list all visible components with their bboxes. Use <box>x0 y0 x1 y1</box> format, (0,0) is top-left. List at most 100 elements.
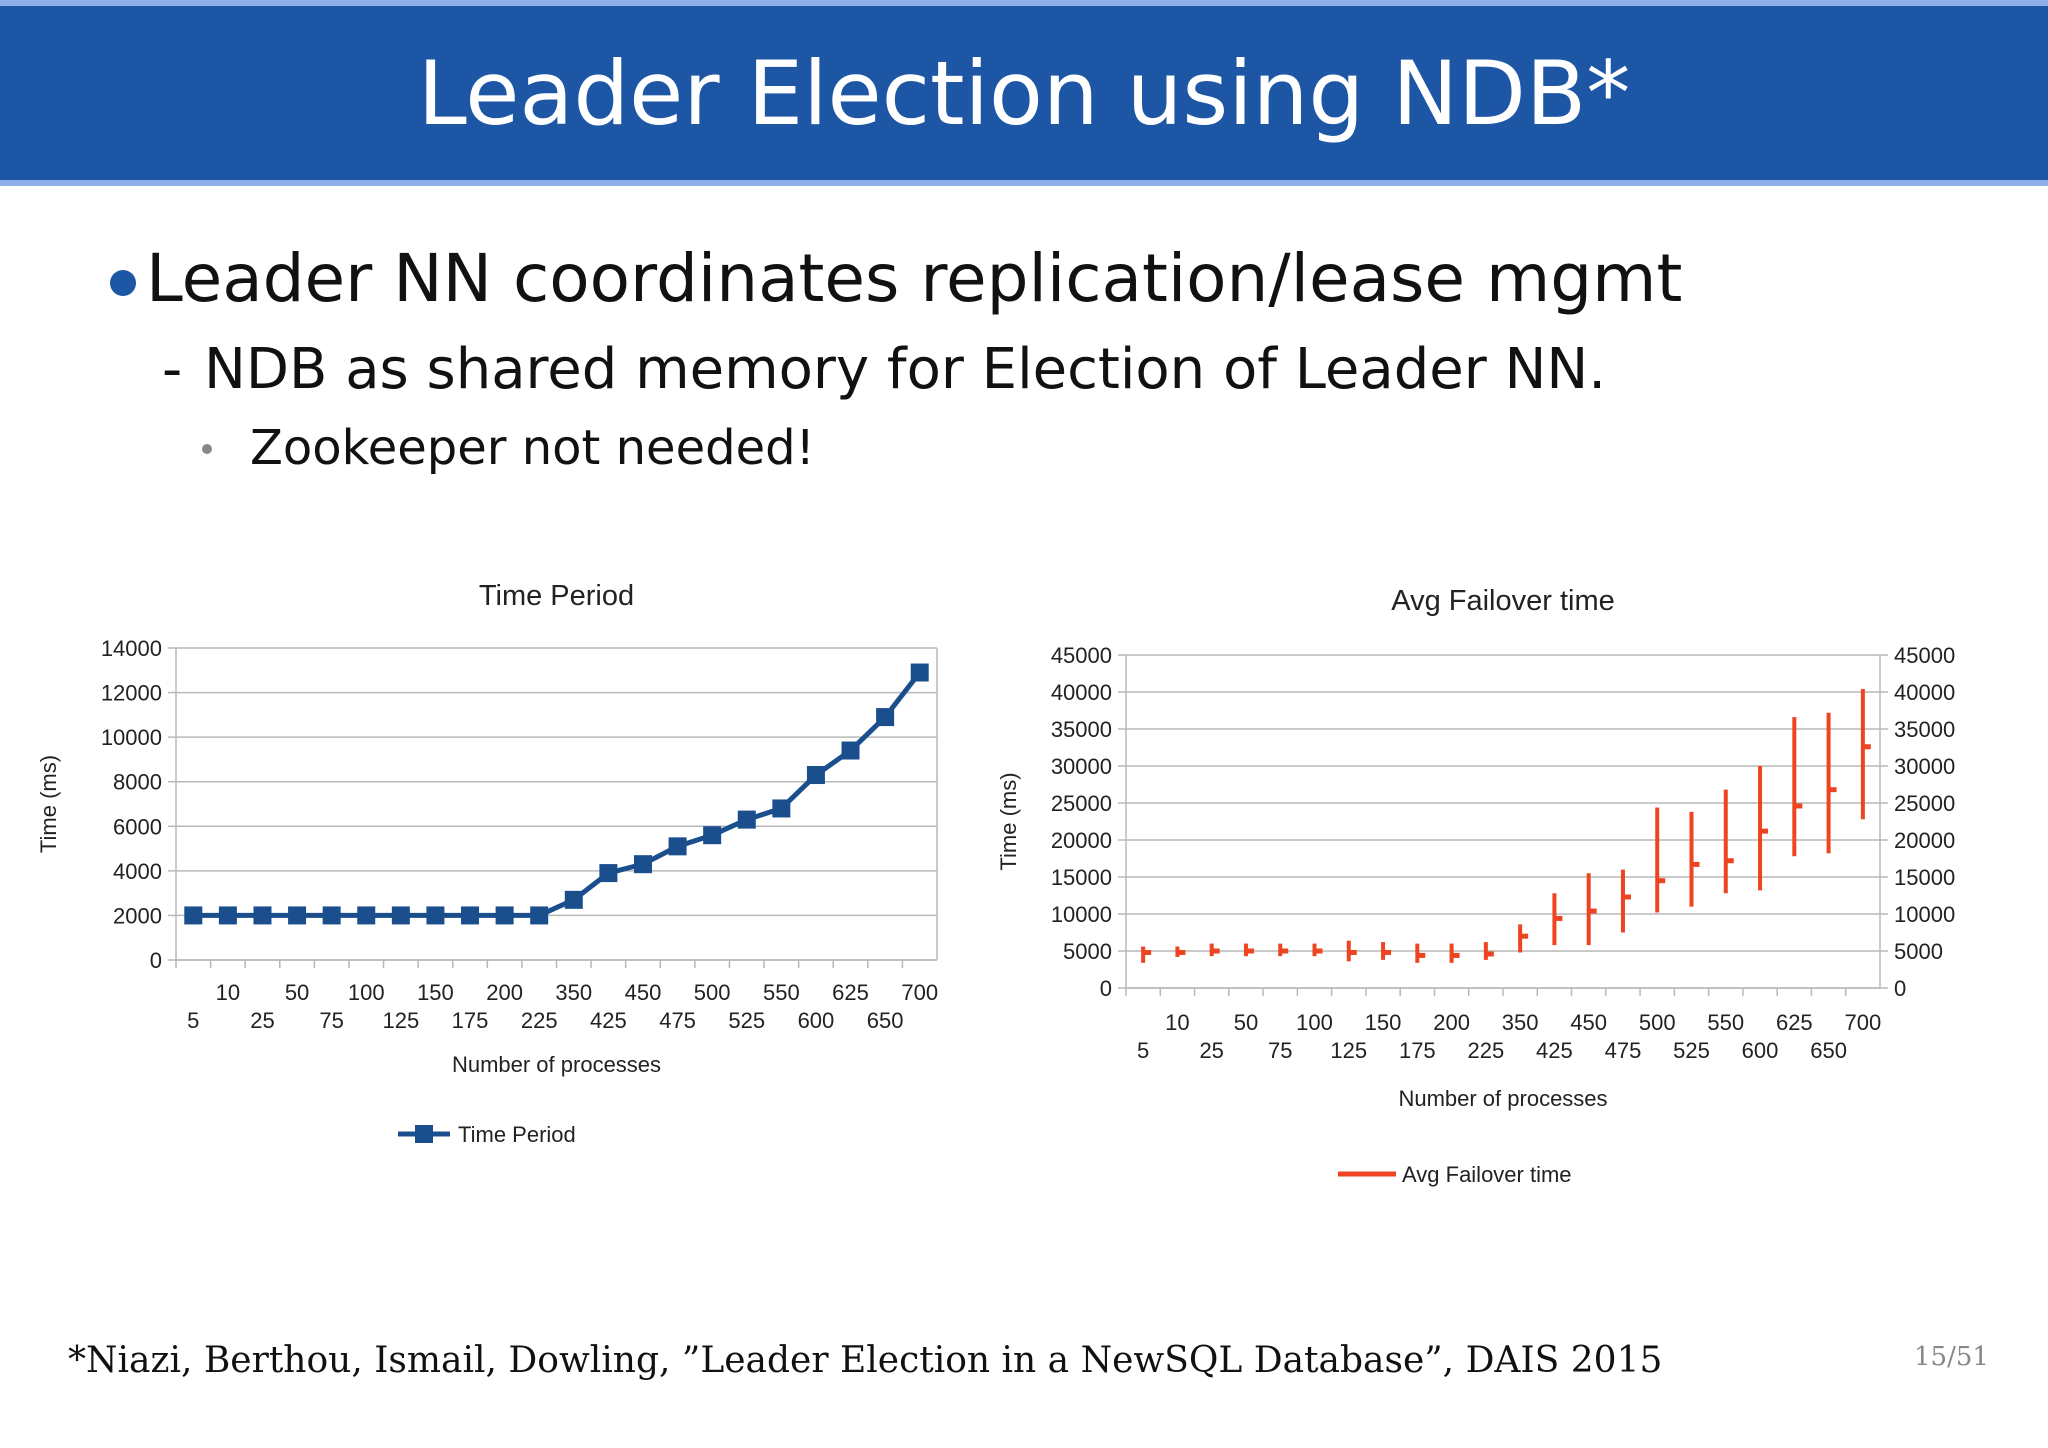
chart-0-xtick-label: 100 <box>348 980 385 1005</box>
chart-1-xtick-label: 225 <box>1468 1038 1505 1063</box>
header-bottom-stripe <box>0 180 2048 186</box>
chart-1-xtick-label: 25 <box>1199 1038 1223 1063</box>
chart-0-point-marker <box>737 810 756 829</box>
header-top-stripe <box>0 0 2048 6</box>
chart-0-point-marker <box>564 890 583 909</box>
chart-0-point-marker <box>668 837 687 856</box>
chart-0-xtick-label: 10 <box>216 980 240 1005</box>
chart-1-ytick-label: 5000 <box>1063 939 1112 964</box>
chart-0-xtick-label: 425 <box>590 1008 627 1033</box>
chart-1-xtick-label: 175 <box>1399 1038 1436 1063</box>
bullet-level-3: Zookeeper not needed! <box>250 420 815 476</box>
chart-1-xtick-label: 150 <box>1365 1010 1402 1035</box>
chart-1-ytick-label-right: 10000 <box>1894 902 1955 927</box>
chart-1-ytick-label-right: 20000 <box>1894 828 1955 853</box>
chart-1-ytick-label-right: 5000 <box>1894 939 1943 964</box>
chart-1-ytick-label: 35000 <box>1051 717 1112 742</box>
chart-0-ytick-label: 2000 <box>113 903 162 928</box>
chart-0-point-marker <box>772 799 791 818</box>
bullet-dot-icon <box>110 270 136 296</box>
chart-0-ytick-label: 8000 <box>113 770 162 795</box>
chart-1-ytick-label-right: 15000 <box>1894 865 1955 890</box>
bullet-dash: - <box>162 337 183 402</box>
chart-0-ytick-label: 4000 <box>113 859 162 884</box>
chart-1-ytick-label: 25000 <box>1051 791 1112 816</box>
title-bar <box>0 6 2048 180</box>
chart-0-point-marker <box>253 906 272 925</box>
chart-0-title: Time Period <box>479 580 634 612</box>
chart-1-xtick-label: 600 <box>1742 1038 1779 1063</box>
bullet-level-2: NDB as shared memory for Election of Lea… <box>204 337 1607 402</box>
chart-0-point-marker <box>184 906 203 925</box>
chart-1-xtick-label: 75 <box>1268 1038 1292 1063</box>
chart-1-legend-label: Avg Failover time <box>1402 1162 1572 1187</box>
chart-1-xtick-label: 100 <box>1296 1010 1333 1035</box>
chart-0-xtick-label: 5 <box>187 1008 199 1033</box>
chart-1-xtick-label: 5 <box>1137 1038 1149 1063</box>
chart-1-ytick-label: 40000 <box>1051 680 1112 705</box>
chart-1-xtick-label: 475 <box>1605 1038 1642 1063</box>
chart-1-xtick-label: 200 <box>1433 1010 1470 1035</box>
chart-0-point-marker <box>357 906 376 925</box>
chart-0-point-marker <box>841 741 860 760</box>
chart-0-point-marker <box>910 663 929 682</box>
chart-1-xtick-label: 550 <box>1707 1010 1744 1035</box>
chart-0-point-marker <box>322 906 341 925</box>
bullet-level-1: Leader NN coordinates replication/lease … <box>146 240 1683 317</box>
chart-0-point-marker <box>876 708 895 727</box>
chart-1-ytick-label: 10000 <box>1051 902 1112 927</box>
chart-0-series-line <box>193 670 922 918</box>
chart-0-point-marker <box>495 906 514 925</box>
chart-0-xtick-label: 200 <box>486 980 523 1005</box>
chart-0-xtick-label: 650 <box>867 1008 904 1033</box>
chart-0-xtick-label: 175 <box>452 1008 489 1033</box>
chart-0-xtick-label: 350 <box>555 980 592 1005</box>
chart-1-xtick-label: 425 <box>1536 1038 1573 1063</box>
chart-1-xtick-label: 500 <box>1639 1010 1676 1035</box>
chart-0-point-marker <box>218 906 237 925</box>
chart-0-xtick-label: 625 <box>832 980 869 1005</box>
chart-0-xtick-label: 475 <box>659 1008 696 1033</box>
chart-0-point-marker <box>806 766 825 785</box>
chart-1-xlabel: Number of processes <box>1398 1086 1607 1111</box>
chart-0-legend-label: Time Period <box>458 1122 576 1147</box>
chart-1-xtick-label: 350 <box>1502 1010 1539 1035</box>
chart-1-ytick-label: 45000 <box>1051 643 1112 668</box>
chart-1-ytick-label-right: 30000 <box>1894 754 1955 779</box>
chart-0-point-marker <box>391 906 410 925</box>
chart-1-xtick-label: 650 <box>1810 1038 1847 1063</box>
chart-0-legend-marker <box>415 1125 433 1143</box>
chart-1-ylabel: Time (ms) <box>996 772 1021 870</box>
chart-0-point-marker <box>461 906 480 925</box>
chart-0-ytick-label: 10000 <box>101 725 162 750</box>
chart-1-xtick-label: 125 <box>1330 1038 1367 1063</box>
footnote-citation: *Niazi, Berthou, Ismail, Dowling, ”Leade… <box>68 1340 1663 1381</box>
bullet-small-dot-icon <box>202 444 212 454</box>
chart-0-point-marker <box>530 906 549 925</box>
chart-0-point-marker <box>288 906 307 925</box>
chart-0-ytick-label: 14000 <box>101 636 162 661</box>
chart-1-ytick-label: 0 <box>1100 976 1112 1001</box>
chart-0-xtick-label: 600 <box>798 1008 835 1033</box>
chart-0-ytick-label: 0 <box>150 948 162 973</box>
chart-1-title: Avg Failover time <box>1391 585 1615 617</box>
chart-1-xtick-label: 10 <box>1165 1010 1189 1035</box>
chart-1-ytick-label-right: 40000 <box>1894 680 1955 705</box>
chart-0-xtick-label: 700 <box>901 980 938 1005</box>
chart-0-point-marker <box>633 855 652 874</box>
chart-1-ytick-label: 30000 <box>1051 754 1112 779</box>
chart-0-xtick-label: 50 <box>285 980 309 1005</box>
chart-1-ytick-label-right: 45000 <box>1894 643 1955 668</box>
chart-1-ytick-label: 15000 <box>1051 865 1112 890</box>
chart-1-xtick-label: 525 <box>1673 1038 1710 1063</box>
chart-0-xtick-label: 500 <box>694 980 731 1005</box>
chart-0-xtick-label: 25 <box>250 1008 274 1033</box>
chart-0-xtick-label: 150 <box>417 980 454 1005</box>
chart-0-point-marker <box>426 906 445 925</box>
chart-1-xtick-label: 50 <box>1234 1010 1258 1035</box>
slide-title: Leader Election using NDB* <box>417 42 1631 145</box>
chart-1-ytick-label-right: 35000 <box>1894 717 1955 742</box>
chart-0-xtick-label: 125 <box>382 1008 419 1033</box>
chart-0-xtick-label: 75 <box>319 1008 343 1033</box>
